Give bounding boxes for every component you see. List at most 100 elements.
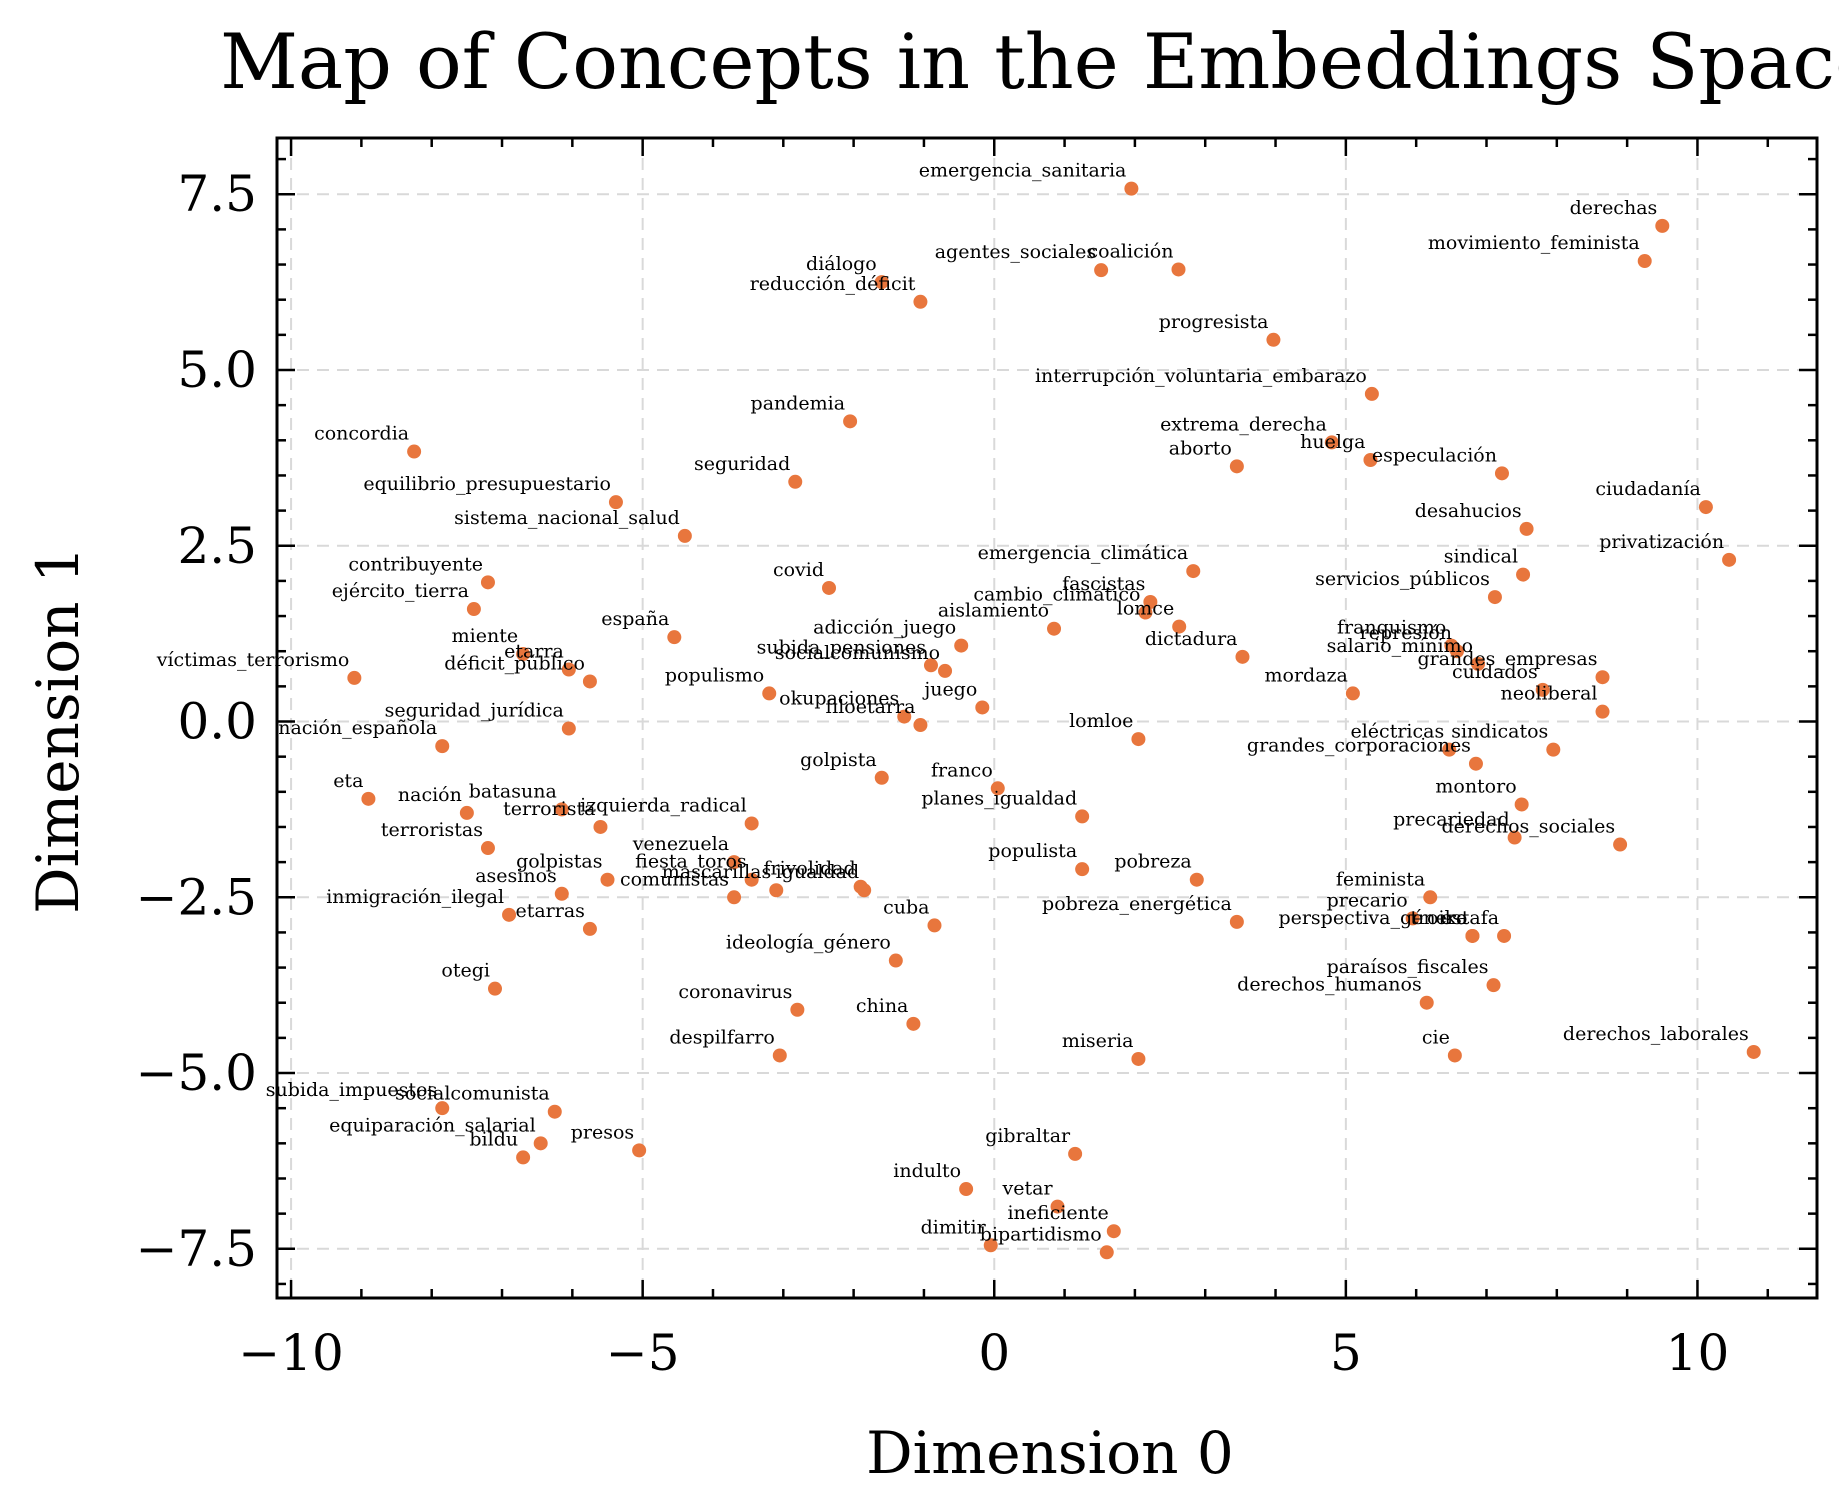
point-label: desahucios — [1415, 500, 1522, 522]
point-label: extrema_derecha — [1160, 413, 1327, 435]
point-label: franco — [931, 759, 993, 781]
data-point — [1494, 466, 1509, 481]
data-point — [1266, 332, 1281, 347]
data-point — [1075, 862, 1090, 877]
x-tick-label: 5 — [1330, 1324, 1362, 1382]
point-label: déficit_público — [444, 652, 585, 674]
point-label: covid — [773, 559, 824, 581]
point-label: gibraltar — [985, 1125, 1071, 1147]
point-label: nación — [398, 784, 462, 806]
data-point — [1131, 1051, 1146, 1066]
point-label: derechas — [1570, 197, 1658, 219]
y-tick-label: −7.5 — [136, 1220, 257, 1278]
data-point — [1324, 435, 1339, 450]
data-point — [407, 444, 422, 459]
data-point — [554, 886, 569, 901]
point-label: dictadura — [1145, 628, 1238, 650]
y-axis-label: Dimension 1 — [24, 546, 92, 914]
data-point — [1075, 809, 1090, 824]
point-label: franquismo — [1337, 617, 1446, 639]
data-point — [667, 630, 682, 645]
data-point — [1047, 621, 1062, 636]
x-tick-label: 10 — [1666, 1324, 1730, 1382]
point-label: pobreza_energética — [1042, 893, 1232, 915]
point-label: juego — [922, 678, 977, 700]
data-point — [1068, 1146, 1083, 1161]
data-point — [600, 872, 615, 887]
point-label: golpistas — [516, 851, 602, 873]
data-point — [938, 663, 953, 678]
data-point — [990, 781, 1005, 796]
point-label: china — [856, 995, 909, 1017]
point-label: servicios_públicos — [1315, 568, 1490, 590]
point-label: golpista — [800, 749, 877, 771]
point-label: populista — [988, 840, 1077, 862]
point-label: pobreza — [1114, 851, 1191, 873]
x-axis-label: Dimension 0 — [866, 1419, 1234, 1487]
point-label: lomce — [1117, 598, 1174, 620]
data-point — [502, 907, 517, 922]
data-point — [1364, 386, 1379, 401]
point-label: otegi — [441, 960, 490, 982]
data-point — [1722, 552, 1737, 567]
data-point — [1595, 670, 1610, 685]
data-point — [361, 791, 376, 806]
data-point — [927, 918, 942, 933]
point-label: seguridad — [694, 453, 790, 475]
point-label: socialcomunismo — [775, 642, 940, 664]
point-label: precariedad — [1393, 809, 1510, 831]
data-point — [1106, 1224, 1121, 1239]
data-point — [1516, 567, 1531, 582]
data-point — [1471, 656, 1486, 671]
point-label: aborto — [1169, 437, 1232, 459]
data-point — [1698, 500, 1713, 515]
data-point — [1235, 649, 1250, 664]
point-label: igualdad — [776, 861, 860, 883]
data-point — [1535, 682, 1550, 697]
point-label: subida_pensiones — [757, 636, 926, 658]
data-point — [1186, 564, 1201, 579]
data-point — [487, 981, 502, 996]
point-label: venezuela — [632, 833, 729, 855]
data-point — [632, 1143, 647, 1158]
y-tick-label: 0.0 — [177, 693, 257, 751]
data-point — [561, 662, 576, 677]
data-point — [547, 1104, 562, 1119]
data-point — [906, 1016, 921, 1031]
point-label: indulto — [893, 1160, 961, 1182]
point-label: inmigración_ilegal — [326, 886, 504, 908]
point-label: diálogo — [806, 253, 877, 275]
data-point — [762, 686, 777, 701]
grid — [277, 138, 1817, 1298]
data-point — [1595, 704, 1610, 719]
data-point — [843, 414, 858, 429]
point-label: sistema_nacional_salud — [454, 507, 680, 529]
data-point — [790, 1002, 805, 1017]
data-point — [1124, 181, 1139, 196]
data-point — [1143, 595, 1158, 609]
point-label: aislamiento — [938, 600, 1049, 622]
data-point — [769, 883, 784, 898]
data-point — [727, 890, 742, 905]
point-label: mascarillas — [662, 861, 771, 883]
point-label: adicción_juego — [813, 617, 956, 639]
point-label: concordia — [314, 423, 409, 445]
y-tick-label: 2.5 — [177, 517, 257, 575]
point-label: eta — [333, 770, 363, 792]
data-point — [913, 718, 928, 733]
x-tick-label: −10 — [238, 1324, 344, 1382]
point-label: cie — [1422, 1026, 1450, 1048]
point-label: terrorista — [503, 798, 595, 820]
data-point — [888, 953, 903, 968]
data-point — [923, 658, 938, 673]
point-label: fascistas — [1062, 573, 1145, 595]
x-tick-label: 0 — [978, 1324, 1010, 1382]
point-label: progresista — [1159, 311, 1269, 333]
point-label: especulación — [1372, 444, 1497, 466]
data-point — [435, 1101, 450, 1116]
y-tick-label: −2.5 — [136, 868, 257, 926]
data-point — [1487, 590, 1502, 605]
data-point — [1546, 742, 1561, 757]
point-label: grandes_corporaciones — [1247, 735, 1471, 757]
point-label: cambio_climático — [973, 584, 1140, 606]
